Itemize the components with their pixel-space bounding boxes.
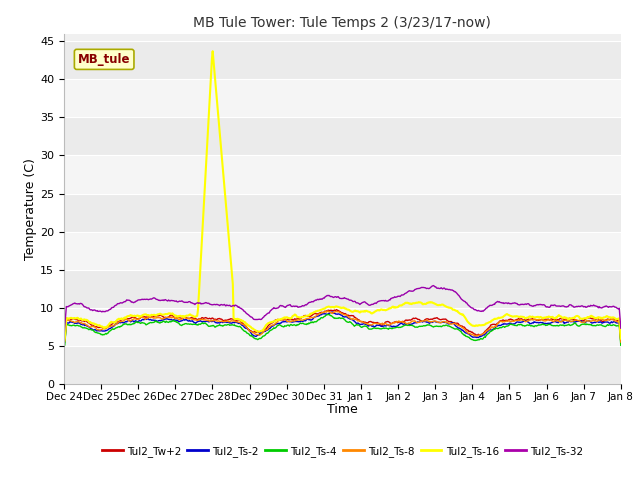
Text: MB_tule: MB_tule: [78, 53, 131, 66]
Bar: [64, 308, 621, 346]
Bar: [64, 346, 621, 384]
Bar: [64, 79, 621, 118]
X-axis label: Time: Time: [327, 403, 358, 416]
Bar: [64, 232, 621, 270]
Legend: Tul2_Tw+2, Tul2_Ts-2, Tul2_Ts-4, Tul2_Ts-8, Tul2_Ts-16, Tul2_Ts-32: Tul2_Tw+2, Tul2_Ts-2, Tul2_Ts-4, Tul2_Ts…: [97, 442, 588, 461]
Y-axis label: Temperature (C): Temperature (C): [24, 158, 37, 260]
Bar: [64, 41, 621, 79]
Title: MB Tule Tower: Tule Temps 2 (3/23/17-now): MB Tule Tower: Tule Temps 2 (3/23/17-now…: [193, 16, 492, 30]
Bar: [64, 193, 621, 232]
Bar: [64, 156, 621, 193]
Bar: [64, 270, 621, 308]
Bar: [64, 118, 621, 156]
